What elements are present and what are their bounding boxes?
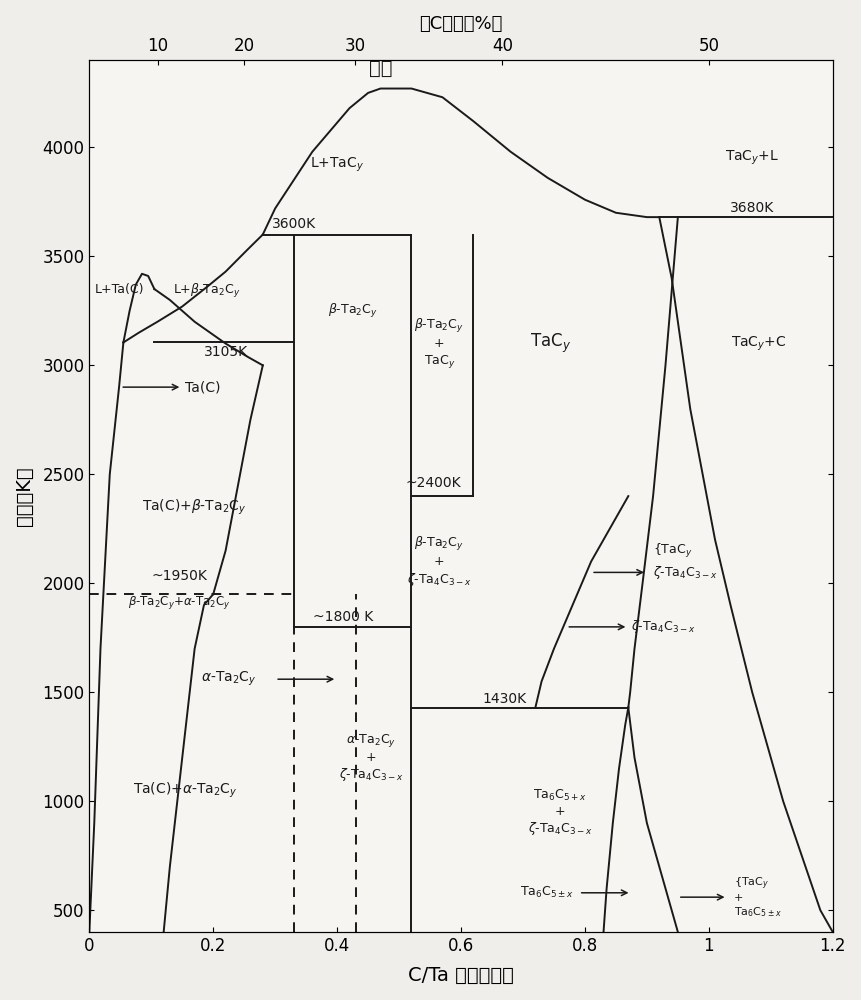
Text: $\alpha$-Ta$_2$C$_y$: $\alpha$-Ta$_2$C$_y$ — [201, 670, 257, 688]
Text: L+TaC$_y$: L+TaC$_y$ — [310, 156, 364, 174]
Text: TaC$_y$+L: TaC$_y$+L — [725, 149, 779, 167]
Text: $\beta$-Ta$_2$C$_y$
+
$\zeta$-Ta$_4$C$_{3-x}$: $\beta$-Ta$_2$C$_y$ + $\zeta$-Ta$_4$C$_{… — [406, 535, 472, 588]
Text: L+Ta(C): L+Ta(C) — [95, 283, 144, 296]
Text: Ta(C)+$\alpha$-Ta$_2$C$_y$: Ta(C)+$\alpha$-Ta$_2$C$_y$ — [133, 781, 238, 800]
Text: ~1800 K: ~1800 K — [313, 610, 374, 624]
Text: Ta$_6$C$_{5\pm x}$: Ta$_6$C$_{5\pm x}$ — [520, 885, 573, 900]
Text: $\alpha$-Ta$_2$C$_y$
+
$\zeta$-Ta$_4$C$_{3-x}$: $\alpha$-Ta$_2$C$_y$ + $\zeta$-Ta$_4$C$_… — [338, 732, 404, 783]
Text: $\beta$-Ta$_2$C$_y$
+
TaC$_y$: $\beta$-Ta$_2$C$_y$ + TaC$_y$ — [414, 317, 464, 370]
Text: {TaC$_y$
$\zeta$-Ta$_4$C$_{3-x}$: {TaC$_y$ $\zeta$-Ta$_4$C$_{3-x}$ — [653, 542, 718, 581]
Text: 1430K: 1430K — [483, 692, 527, 706]
Text: Ta(C)+$\beta$-Ta$_2$C$_y$: Ta(C)+$\beta$-Ta$_2$C$_y$ — [142, 497, 247, 517]
Y-axis label: 温度（K）: 温度（K） — [15, 466, 34, 526]
Text: TaC$_y$+C: TaC$_y$+C — [731, 334, 786, 353]
Text: ~2400K: ~2400K — [406, 476, 461, 490]
Text: TaC$_y$: TaC$_y$ — [530, 332, 572, 355]
X-axis label: 碳C（原子%）: 碳C（原子%） — [419, 15, 503, 33]
Text: {TaC$_y$
+
Ta$_6$C$_{5\pm x}$: {TaC$_y$ + Ta$_6$C$_{5\pm x}$ — [734, 875, 782, 919]
Text: 3600K: 3600K — [272, 217, 316, 231]
Text: $\beta$-Ta$_2$C$_y$+$\alpha$-Ta$_2$C$_y$: $\beta$-Ta$_2$C$_y$+$\alpha$-Ta$_2$C$_y$ — [127, 594, 231, 611]
Text: ~1950K: ~1950K — [152, 569, 208, 583]
Text: Ta(C): Ta(C) — [185, 380, 220, 394]
Text: $\zeta$-Ta$_4$C$_{3-x}$: $\zeta$-Ta$_4$C$_{3-x}$ — [631, 618, 697, 635]
Text: Ta$_6$C$_{5+x}$
+
$\zeta$-Ta$_4$C$_{3-x}$: Ta$_6$C$_{5+x}$ + $\zeta$-Ta$_4$C$_{3-x}… — [528, 787, 592, 837]
Text: 3680K: 3680K — [730, 201, 774, 215]
X-axis label: C/Ta （原子比）: C/Ta （原子比） — [408, 966, 514, 985]
Text: $\beta$-Ta$_2$C$_y$: $\beta$-Ta$_2$C$_y$ — [328, 302, 378, 320]
Text: L+$\beta$-Ta$_2$C$_y$: L+$\beta$-Ta$_2$C$_y$ — [173, 282, 241, 300]
Text: 3105K: 3105K — [203, 345, 248, 359]
Text: 液体: 液体 — [369, 59, 393, 78]
